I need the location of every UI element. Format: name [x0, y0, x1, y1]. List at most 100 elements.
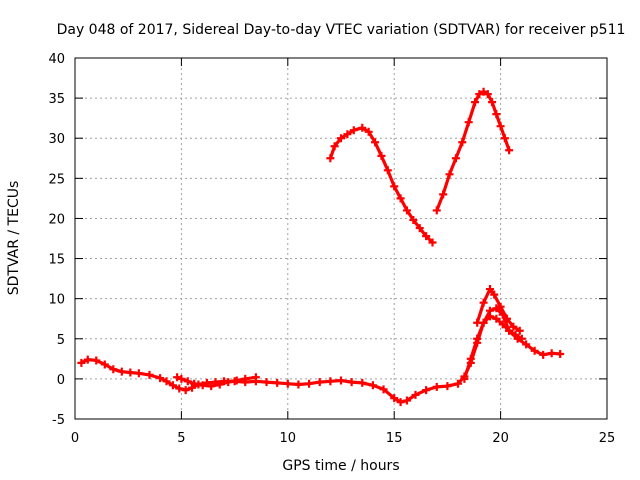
- data-point: [168, 381, 177, 390]
- series-line: [435, 90, 511, 212]
- data-point: [475, 90, 484, 99]
- data-point: [496, 122, 505, 131]
- data-point: [500, 134, 509, 143]
- data-point: [390, 394, 399, 403]
- data-point: [207, 382, 216, 391]
- chart-title: Day 048 of 2017, Sidereal Day-to-day VTE…: [57, 22, 626, 38]
- series-3: [460, 312, 526, 383]
- data-point: [556, 350, 565, 359]
- y-tick-label: 15: [48, 253, 65, 268]
- data-point: [326, 154, 335, 163]
- data-point: [396, 194, 405, 203]
- x-tick-label: 25: [599, 431, 616, 446]
- data-point: [224, 378, 233, 387]
- data-point: [305, 379, 314, 388]
- data-point: [439, 190, 448, 199]
- data-point: [368, 381, 377, 390]
- data-point: [198, 381, 207, 390]
- data-point: [294, 380, 303, 389]
- data-point: [479, 87, 488, 96]
- y-tick-label: 40: [48, 52, 65, 67]
- data-point: [330, 142, 339, 151]
- plot-frame: [74, 57, 608, 420]
- data-point: [358, 378, 367, 387]
- data-point: [349, 126, 358, 135]
- y-tick-label: 35: [48, 92, 65, 107]
- series-5: [326, 123, 437, 247]
- data-point: [464, 118, 473, 127]
- data-point: [488, 98, 497, 107]
- data-point: [77, 358, 86, 367]
- data-point: [515, 326, 524, 335]
- data-point: [262, 378, 271, 387]
- data-point: [337, 134, 345, 143]
- data-point: [422, 386, 431, 395]
- data-point: [347, 378, 356, 387]
- data-point: [162, 377, 171, 386]
- data-point: [173, 373, 182, 382]
- data-point: [383, 166, 392, 175]
- data-point: [117, 367, 126, 376]
- grid-layer: [75, 58, 607, 419]
- data-point: [451, 154, 460, 163]
- data-point: [498, 320, 507, 329]
- data-point: [422, 232, 431, 241]
- x-tick-label: 0: [71, 431, 79, 446]
- data-point: [175, 384, 184, 393]
- data-point: [432, 382, 441, 391]
- data-point: [485, 285, 494, 294]
- series-layer: [77, 87, 565, 407]
- series-4: [473, 285, 524, 335]
- axis-layer: -5 0 5 10 15 20 25 30 35 40 0 5 10 15 20 25: [48, 52, 615, 446]
- data-point: [402, 206, 411, 215]
- data-point: [473, 318, 482, 327]
- data-point: [432, 206, 441, 215]
- data-point: [547, 349, 556, 358]
- x-tick-label: 15: [386, 431, 403, 446]
- y-tick-label: 20: [48, 212, 65, 227]
- data-point: [145, 370, 154, 379]
- data-point: [396, 398, 405, 407]
- data-point: [483, 90, 492, 99]
- data-point: [156, 374, 165, 383]
- series-line: [79, 306, 562, 404]
- data-point: [241, 374, 250, 383]
- data-point: [492, 314, 501, 323]
- y-axis-label: SDTVAR / TECUs: [6, 181, 22, 296]
- data-point: [471, 98, 480, 107]
- data-point: [377, 151, 386, 160]
- data-point: [188, 383, 197, 392]
- data-point: [390, 182, 399, 191]
- series-6: [432, 87, 514, 215]
- data-point: [109, 365, 118, 374]
- data-point: [83, 355, 92, 364]
- data-point: [502, 314, 511, 323]
- data-point: [215, 380, 224, 389]
- data-point: [492, 304, 501, 313]
- x-tick-label: 20: [492, 431, 509, 446]
- y-tick-label: -5: [52, 413, 65, 428]
- data-point: [428, 238, 437, 247]
- data-point: [509, 322, 518, 331]
- x-tick-label: 5: [177, 431, 185, 446]
- data-point: [415, 224, 424, 233]
- data-point: [445, 170, 454, 179]
- series-line: [328, 126, 435, 245]
- data-point: [273, 378, 282, 387]
- data-point: [371, 138, 380, 147]
- data-point: [190, 379, 199, 388]
- data-point: [473, 334, 482, 343]
- data-point: [343, 130, 352, 139]
- data-point: [315, 378, 324, 387]
- data-point: [92, 356, 101, 365]
- data-point: [517, 334, 526, 343]
- data-point: [505, 326, 514, 335]
- data-point: [126, 368, 135, 377]
- series-2: [173, 373, 260, 391]
- data-point: [134, 369, 143, 378]
- data-point: [492, 110, 501, 119]
- y-tick-label: 5: [57, 333, 65, 348]
- data-point: [251, 373, 260, 382]
- series-1: [77, 304, 565, 407]
- y-tick-label: 25: [48, 172, 65, 187]
